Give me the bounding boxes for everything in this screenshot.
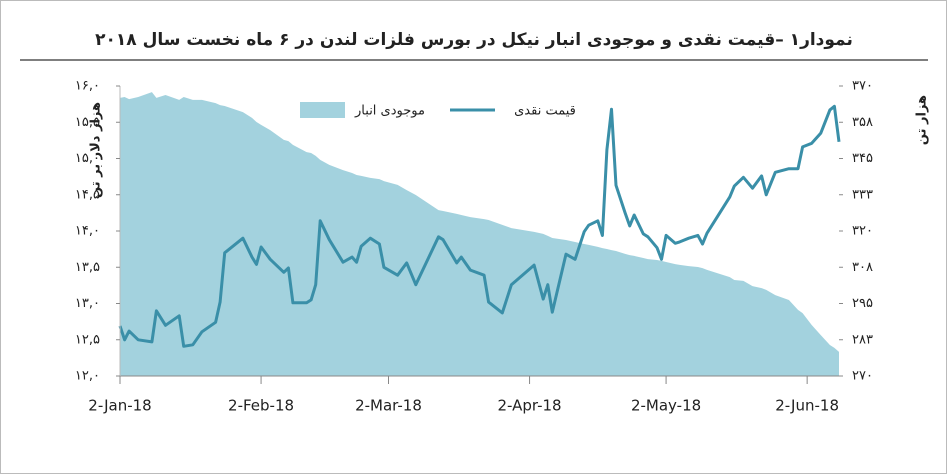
legend-label: موجودی انبار — [354, 104, 425, 119]
x-tick-label: 2-Mar-18 — [355, 397, 422, 415]
y2-tick-label: ۲۸۳ — [852, 332, 873, 347]
y-tick-label: ۱۳,۰ — [75, 296, 100, 311]
legend-swatch — [300, 102, 345, 118]
y2-tick-label: ۳۳۳ — [852, 187, 873, 202]
y2-tick-label: ۳۷۰ — [852, 79, 873, 94]
y2-tick-label: ۲۹۵ — [852, 296, 873, 311]
x-tick-label: 2-May-18 — [631, 397, 701, 415]
y-tick-label: ۱۳,۵ — [75, 260, 100, 275]
y-tick-label: ۱۴,۰ — [75, 224, 100, 239]
area — [120, 92, 839, 376]
y-tick-label: ۱۵,۰ — [75, 151, 100, 166]
y-tick-label: ۱۴,۵ — [75, 187, 100, 202]
legend-label: قیمت نقدی — [514, 104, 576, 119]
y-tick-label: ۱۲,۵ — [75, 332, 100, 347]
x-tick-label: 2-Jun-18 — [775, 397, 839, 415]
y-axis-label: هزار دلار بر تن — [89, 102, 104, 198]
y2-tick-label: ۳۰۸ — [852, 260, 873, 275]
y2-axis-label: هزار تن — [915, 95, 930, 145]
line — [118, 104, 841, 348]
x-tick-label: 2-Feb-18 — [228, 397, 294, 415]
y-tick-label: ۱۶,۰ — [75, 79, 100, 94]
chart-title: نمودار۱ –قیمت نقدی و موجودی انبار نیکل د… — [95, 30, 853, 50]
y-tick-label: ۱۵,۵ — [75, 115, 100, 130]
y2-tick-label: ۳۲۰ — [852, 224, 873, 239]
y2-tick-label: ۲۷۰ — [852, 369, 873, 384]
x-tick-label: 2-Apr-18 — [497, 397, 561, 415]
y2-tick-label: ۳۴۵ — [852, 151, 873, 166]
y-tick-label: ۱۲,۰ — [75, 369, 100, 384]
x-tick-label: 2-Jan-18 — [88, 397, 151, 415]
y2-tick-label: ۳۵۸ — [852, 115, 873, 130]
